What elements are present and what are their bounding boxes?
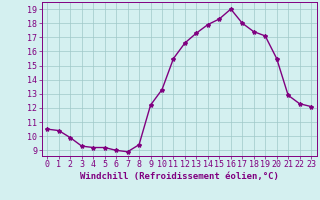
X-axis label: Windchill (Refroidissement éolien,°C): Windchill (Refroidissement éolien,°C) xyxy=(80,172,279,181)
